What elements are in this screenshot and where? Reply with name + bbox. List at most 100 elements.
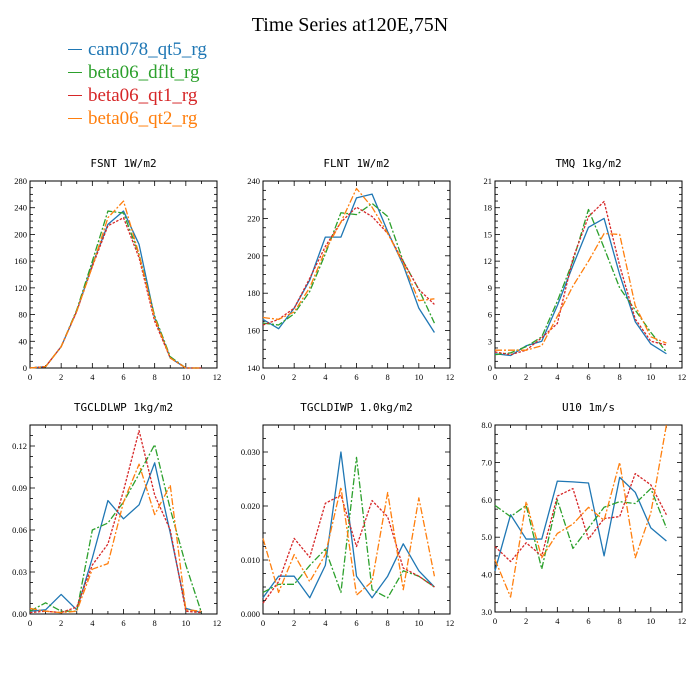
series-line	[262, 206, 435, 326]
y-tick-label: 0.010	[241, 555, 260, 565]
y-tick-label: 220	[247, 213, 260, 223]
series-line	[262, 451, 435, 599]
x-tick-label: 8	[618, 372, 622, 382]
x-tick-label: 6	[586, 616, 590, 626]
panel-title: U10 1m/s	[562, 401, 615, 414]
x-tick-label: 4	[90, 618, 95, 628]
legend-item: cam078_qt5_rg	[68, 38, 207, 61]
panel-title: TGCLDLWP 1kg/m2	[74, 401, 173, 414]
y-tick-label: 15	[484, 229, 493, 239]
x-tick-label: 12	[446, 618, 455, 628]
x-tick-label: 8	[153, 618, 157, 628]
x-tick-label: 2	[59, 618, 63, 628]
x-tick-label: 10	[647, 616, 656, 626]
x-tick-label: 6	[354, 372, 358, 382]
x-tick-label: 6	[121, 618, 125, 628]
x-tick-label: 8	[153, 372, 157, 382]
y-tick-label: 40	[19, 336, 28, 346]
series-line	[262, 193, 435, 333]
chart-panel: TGCLDLWP 1kg/m2 0 2 4 6 8 10 12 0.00 0.03 0.06 0.09…	[12, 401, 221, 628]
legend-label: beta06_dflt_rg	[88, 62, 200, 83]
legend-label: beta06_qt2_rg	[88, 108, 198, 129]
series-line	[262, 486, 436, 596]
legend-swatch	[68, 72, 82, 73]
panel-title: FLNT 1W/m2	[323, 157, 389, 170]
x-tick-label: 10	[182, 618, 191, 628]
y-tick-label: 0	[23, 363, 27, 373]
y-tick-label: 0.12	[12, 441, 27, 451]
x-tick-label: 0	[28, 618, 32, 628]
x-tick-label: 2	[292, 618, 296, 628]
plot-frame	[29, 180, 218, 369]
series-line	[29, 443, 203, 613]
legend-item: beta06_qt1_rg	[68, 84, 207, 107]
x-tick-label: 4	[555, 372, 560, 382]
chart-panel: FLNT 1W/m2 0 2 4 6 8 10 12 140 160 180 200 220 240	[247, 157, 454, 382]
y-tick-label: 3	[488, 336, 492, 346]
x-tick-label: 10	[647, 372, 656, 382]
panel-title: TMQ 1kg/m2	[555, 157, 621, 170]
legend-item: beta06_qt2_rg	[68, 107, 207, 130]
x-tick-label: 8	[618, 616, 622, 626]
y-tick-label: 5.0	[481, 532, 492, 542]
x-tick-label: 12	[678, 616, 687, 626]
y-tick-label: 0.00	[12, 609, 27, 619]
plot-frame	[29, 424, 218, 615]
y-tick-label: 240	[247, 176, 260, 186]
series-line	[494, 476, 667, 572]
x-tick-label: 4	[323, 618, 328, 628]
y-tick-label: 0.06	[12, 525, 27, 535]
x-tick-label: 0	[261, 372, 265, 382]
series-line	[262, 494, 435, 604]
x-tick-label: 4	[90, 372, 95, 382]
chart-panel: TGCLDIWP 1.0kg/m2 0 2 4 6 8 10 12 0.000 0.010 0.02…	[241, 401, 454, 628]
x-tick-label: 6	[586, 372, 590, 382]
series-line	[29, 429, 202, 614]
x-tick-label: 2	[59, 372, 63, 382]
x-tick-label: 2	[524, 616, 528, 626]
x-tick-label: 0	[493, 372, 497, 382]
y-tick-label: 4.0	[481, 570, 492, 580]
y-tick-label: 0.030	[241, 447, 260, 457]
series-line	[494, 200, 667, 356]
y-tick-label: 9	[488, 283, 492, 293]
y-tick-label: 6.0	[481, 495, 492, 505]
y-tick-label: 8.0	[481, 420, 492, 430]
series-line	[494, 424, 668, 598]
plot-frame	[262, 424, 451, 615]
y-tick-label: 18	[484, 203, 493, 213]
series-line	[262, 202, 436, 326]
y-tick-label: 7.0	[481, 457, 492, 467]
x-tick-label: 2	[524, 372, 528, 382]
y-tick-label: 160	[247, 326, 260, 336]
y-tick-label: 12	[484, 256, 493, 266]
x-tick-label: 12	[678, 372, 687, 382]
y-tick-label: 21	[484, 176, 493, 186]
series-line	[494, 487, 668, 570]
legend-swatch	[68, 95, 82, 96]
y-tick-label: 0.09	[12, 483, 27, 493]
x-tick-label: 8	[386, 372, 390, 382]
x-tick-label: 10	[182, 372, 191, 382]
legend-item: beta06_dflt_rg	[68, 61, 207, 84]
x-tick-label: 2	[292, 372, 296, 382]
y-tick-label: 160	[14, 256, 27, 266]
legend: cam078_qt5_rg beta06_dflt_rg beta06_qt1_…	[68, 38, 207, 130]
y-tick-label: 0.000	[241, 609, 260, 619]
series-line	[495, 232, 667, 351]
x-tick-label: 12	[213, 372, 222, 382]
series-line	[29, 210, 202, 369]
series-line	[494, 472, 667, 563]
x-tick-label: 4	[323, 372, 328, 382]
chart-panel: U10 1m/s 0 2 4 6 8 10 12 3.0 4.0 5.0 6.0 7.0 8.0	[481, 401, 686, 626]
chart-panel: TMQ 1kg/m2 0 2 4 6 8 10 12 0 3 6 9 12 15 18 21	[484, 157, 687, 382]
y-tick-label: 200	[247, 251, 260, 261]
y-tick-label: 80	[19, 310, 28, 320]
x-tick-label: 6	[121, 372, 125, 382]
y-tick-label: 180	[247, 288, 260, 298]
x-tick-label: 0	[493, 616, 497, 626]
y-tick-label: 240	[14, 203, 27, 213]
y-tick-label: 140	[247, 363, 260, 373]
x-tick-label: 0	[28, 372, 32, 382]
